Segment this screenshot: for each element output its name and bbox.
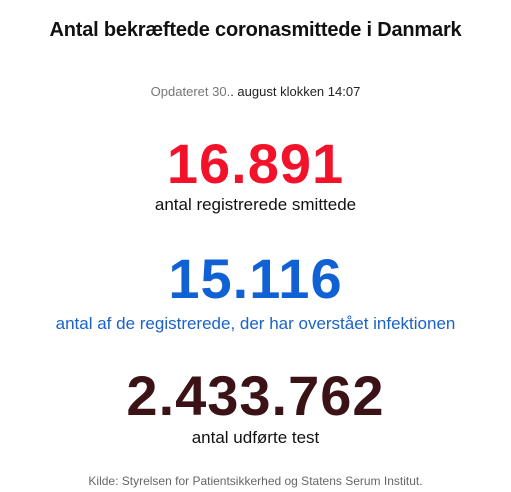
infected-count: 16.891 (166, 132, 345, 195)
updated-time: 14:07 (327, 84, 361, 99)
updated-rest: . august klokken (230, 84, 325, 99)
page-title: Antal bekræftede coronasmittede i Danmar… (49, 19, 462, 41)
tests-count: 2.433.762 (126, 364, 385, 427)
updated-timestamp: Opdateret 30.. august klokken 14:07 (0, 84, 511, 99)
source-note: Kilde: Styrelsen for Patientsikkerhed og… (88, 474, 423, 488)
updated-prefix: Opdateret (150, 84, 209, 99)
recovered-label: antal af de registrerede, der har overst… (55, 314, 456, 333)
infected-label: antal registrerede smittede (154, 195, 357, 214)
recovered-count: 15.116 (168, 247, 343, 310)
tests-label: antal udførte test (191, 428, 320, 447)
updated-day: 30. (212, 84, 231, 99)
